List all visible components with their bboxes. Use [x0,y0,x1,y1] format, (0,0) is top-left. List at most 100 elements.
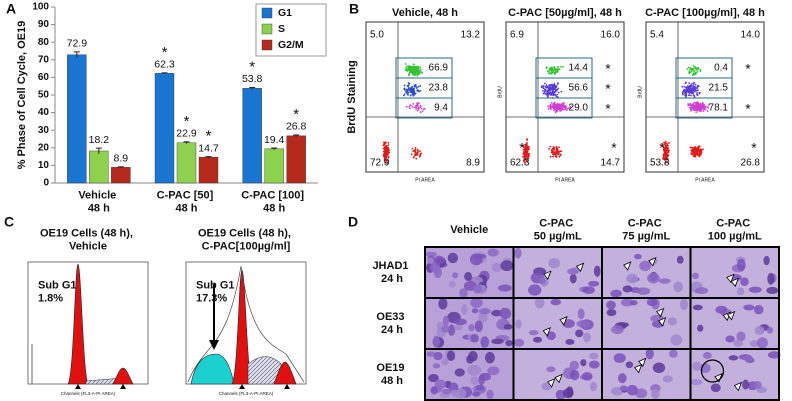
cell-dot [414,146,417,149]
cell-dot [684,82,687,85]
nucleus [589,381,597,392]
cell-dot [693,81,696,84]
cell-dot [382,144,385,147]
g2-peak [273,361,297,385]
cell-dot [699,150,702,153]
nucleus [475,384,485,391]
cell-dot [404,90,407,93]
significance-marker: * [293,106,299,123]
cell-dot [557,91,560,94]
nucleus [575,329,584,338]
cell-dot [410,67,413,70]
nucleus [622,285,633,293]
arrowhead-marker [554,373,563,384]
column-header: C-PAC 100 µg/mL [708,217,762,242]
cell-dot [685,94,688,97]
y-tick-label: 80 [38,37,50,48]
row-label: OE19 48 h [376,362,407,387]
cell-dot [665,142,668,145]
cell-dot [418,66,420,69]
cell-dot [662,158,665,160]
cell-dot [550,149,553,152]
cell-dot [405,88,408,91]
cell-dot [553,66,556,68]
cell-dot [692,103,695,106]
nucleus [428,373,439,383]
cell-dot [692,108,695,111]
bar [111,167,131,184]
nucleus [662,375,673,383]
nucleus [534,297,545,309]
cell-dot [404,68,407,71]
nucleus [753,304,764,315]
nucleus [736,331,746,342]
cell-dot [411,93,414,96]
cell-dot [542,89,544,92]
nucleus [467,364,482,376]
cell-dot [681,85,684,88]
cell-dot [417,107,420,110]
cell-dot [557,153,560,156]
peak-marker [75,384,81,389]
nucleus [694,287,709,294]
significance-marker: * [249,58,255,75]
cell-dot [417,85,420,88]
cell-dot [557,151,560,154]
nucleus [620,298,634,307]
cell-dot [408,72,411,75]
cell-dot [417,72,420,75]
cell-dot [415,85,417,88]
nucleus [667,316,677,326]
arrowhead-marker [733,381,743,392]
nucleus [756,337,768,349]
cell-dot [667,161,669,164]
arrowhead-marker [634,363,643,374]
gate [675,97,733,119]
data-label: 62.3 [154,59,175,71]
micrograph [601,297,692,350]
cell-dot [403,93,406,96]
cell-dot [693,107,696,110]
cell-dot [545,86,547,89]
cell-dot [413,87,415,90]
quadrant-value: 14.0 [741,30,761,41]
cell-dot [682,90,685,93]
nucleus [634,253,642,260]
cell-dot [568,107,570,109]
plot-title: OE19 Cells (48 h), Vehicle [40,227,136,252]
cell-dot [690,146,693,149]
nucleus [430,262,441,273]
cell-dot [689,146,692,149]
cell-dot [553,146,556,149]
x-axis-label: Channels (FL3-A-PI AREA) [219,391,274,396]
cell-dot [421,72,424,74]
nucleus [565,339,575,345]
cell-dot [388,149,390,151]
data-label: 8.9 [114,153,129,165]
cell-dot [419,111,422,114]
cell-dot [419,68,422,71]
gate-value: 14.4 [569,63,589,74]
cell-dot [417,151,420,154]
gate-value: 29.0 [569,103,589,114]
cell-dot [695,68,698,71]
cell-dot [412,150,415,153]
cell-dot [548,68,551,71]
cell-dot [549,93,552,96]
cell-dot [695,149,697,152]
nucleus [487,366,500,376]
cell-dot [697,107,700,110]
data-label: 72.9 [67,38,88,50]
nucleus [472,284,482,294]
cell-dot [691,89,694,92]
cell-dot [411,89,414,92]
nucleus [749,340,760,348]
nucleus [651,388,660,400]
cell-dot [690,153,693,155]
nucleus [470,297,483,308]
quadrant-value: 62.3 [510,158,530,169]
cell-dot [418,72,421,75]
cell-dot [663,141,665,144]
nucleus [432,335,441,348]
